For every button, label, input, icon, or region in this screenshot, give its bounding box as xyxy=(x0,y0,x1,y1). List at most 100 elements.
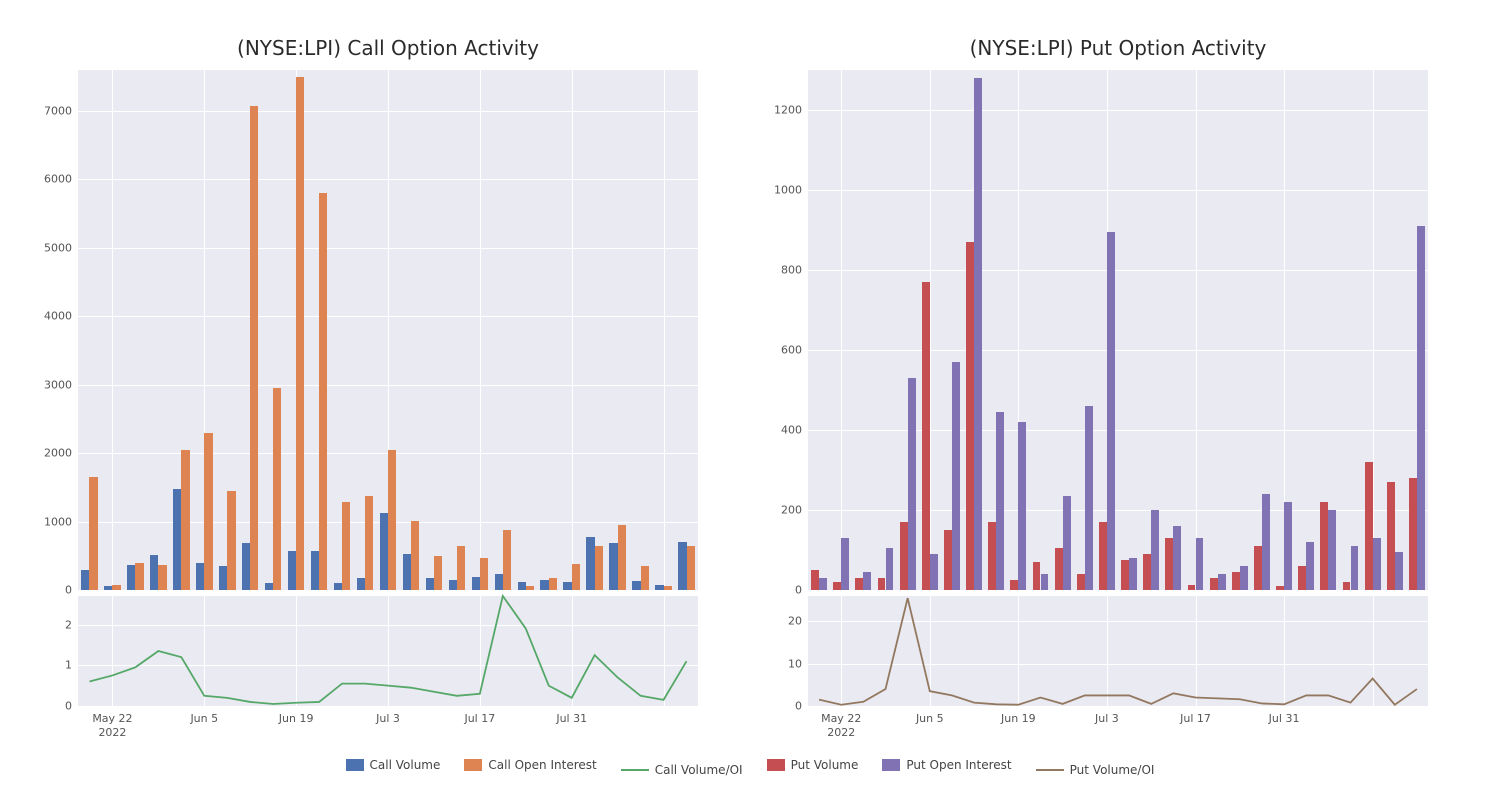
ytick: 10 xyxy=(788,657,808,670)
put-bottom-panel: 01020May 222022Jun 5Jun 19Jul 3Jul 17Jul… xyxy=(808,596,1428,706)
bar xyxy=(540,580,548,590)
bar xyxy=(930,554,938,590)
bar xyxy=(1010,580,1018,590)
bar xyxy=(411,521,419,590)
ratio-line xyxy=(808,596,1428,706)
bar xyxy=(811,570,819,590)
bar xyxy=(1417,226,1425,590)
bar xyxy=(1373,538,1381,590)
bar xyxy=(1409,478,1417,590)
bar xyxy=(403,554,411,590)
bar xyxy=(1365,462,1373,590)
bar xyxy=(1387,482,1395,590)
legend-item: Call Volume xyxy=(346,758,441,772)
bar xyxy=(1107,232,1115,590)
xtick: Jul 17 xyxy=(464,706,495,725)
bar xyxy=(1276,586,1284,590)
bar xyxy=(586,537,594,590)
bar xyxy=(841,538,849,590)
bar xyxy=(1284,502,1292,590)
ytick: 1000 xyxy=(774,184,808,197)
legend-label: Call Volume/OI xyxy=(655,763,743,777)
bar xyxy=(944,530,952,590)
ytick: 4000 xyxy=(44,310,78,323)
bar xyxy=(655,585,663,590)
xtick: Jun 5 xyxy=(916,706,944,725)
bar xyxy=(1188,585,1196,590)
ytick: 3000 xyxy=(44,378,78,391)
legend-label: Put Volume/OI xyxy=(1070,763,1155,777)
bar xyxy=(632,581,640,590)
ytick: 1000 xyxy=(44,515,78,528)
bar xyxy=(618,525,626,590)
bar xyxy=(449,580,457,590)
bar xyxy=(609,543,617,590)
bar xyxy=(641,566,649,590)
ytick: 600 xyxy=(781,344,808,357)
legend-item: Call Open Interest xyxy=(464,758,596,772)
bar xyxy=(1262,494,1270,590)
legend-label: Put Open Interest xyxy=(906,758,1011,772)
bar xyxy=(81,570,89,590)
bar xyxy=(563,582,571,590)
bar xyxy=(1298,566,1306,590)
xtick: Jul 17 xyxy=(1180,706,1211,725)
bar xyxy=(89,477,97,590)
bar xyxy=(974,78,982,590)
bar xyxy=(1018,422,1026,590)
bar xyxy=(1306,542,1314,590)
bar xyxy=(1254,546,1262,590)
bar xyxy=(855,578,863,590)
bar xyxy=(1343,582,1351,590)
xtick: Jun 19 xyxy=(279,706,314,725)
bar xyxy=(863,572,871,590)
xtick-year: 2022 xyxy=(827,706,855,739)
bar xyxy=(104,586,112,590)
bar xyxy=(265,583,273,590)
legend-line-icon xyxy=(621,769,649,771)
bar xyxy=(135,563,143,590)
xtick: Jul 31 xyxy=(556,706,587,725)
bar xyxy=(549,578,557,590)
legend-item: Put Open Interest xyxy=(882,758,1011,772)
bar xyxy=(952,362,960,590)
bar xyxy=(1063,496,1071,590)
bar xyxy=(687,546,695,590)
bar xyxy=(526,586,534,590)
bar xyxy=(878,578,886,590)
bar xyxy=(1077,574,1085,590)
bar xyxy=(319,193,327,590)
bar xyxy=(434,556,442,590)
bar xyxy=(311,551,319,590)
legend-label: Put Volume xyxy=(791,758,859,772)
bar xyxy=(342,502,350,590)
bar xyxy=(150,555,158,590)
xtick: Jul 3 xyxy=(1095,706,1119,725)
ytick: 0 xyxy=(65,700,78,713)
bar xyxy=(1033,562,1041,590)
xtick: Jun 5 xyxy=(190,706,218,725)
legend-swatch xyxy=(346,759,364,771)
ytick: 800 xyxy=(781,264,808,277)
ytick: 7000 xyxy=(44,105,78,118)
bar xyxy=(1085,406,1093,590)
legend: Call Volume Call Open Interest Call Volume… xyxy=(0,758,1500,777)
ytick: 6000 xyxy=(44,173,78,186)
bar xyxy=(908,378,916,590)
put-bottom-plot: 01020May 222022Jun 5Jun 19Jul 3Jul 17Jul… xyxy=(808,596,1428,706)
bar xyxy=(495,574,503,590)
bar xyxy=(357,578,365,590)
bar xyxy=(472,577,480,590)
bar xyxy=(296,77,304,590)
bar xyxy=(242,543,250,590)
legend-item: Put Volume/OI xyxy=(1036,763,1155,777)
bar xyxy=(503,530,511,590)
bar xyxy=(1328,510,1336,590)
ytick: 0 xyxy=(795,700,808,713)
ytick: 0 xyxy=(795,584,808,597)
legend-swatch xyxy=(464,759,482,771)
ytick: 1 xyxy=(65,659,78,672)
bar xyxy=(572,564,580,590)
bar xyxy=(1165,538,1173,590)
bar xyxy=(112,585,120,590)
